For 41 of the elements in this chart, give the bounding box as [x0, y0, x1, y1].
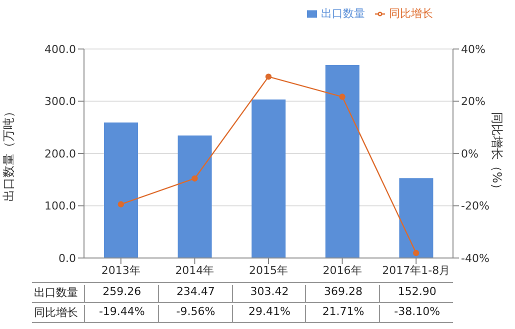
point [192, 175, 198, 182]
legend-label: 出口数量 [321, 7, 365, 20]
bar [104, 122, 138, 258]
y-tick-label: 100.0 [44, 200, 76, 213]
y2-axis-title: 同比增长（%） [490, 112, 504, 196]
y-axis-title: 出口数量（万吨） [1, 106, 16, 202]
bar [399, 178, 434, 258]
y-tick-label: 300.0 [44, 95, 76, 108]
point [118, 201, 124, 208]
data-label: 259.26 [84, 285, 159, 302]
y-tick-label: 0.0 [58, 252, 76, 265]
data-label: 234.47 [158, 285, 233, 302]
y2-tick-label: 40% [461, 42, 486, 56]
text: 同比增长 [34, 306, 78, 319]
text: 出口数量 [34, 286, 78, 299]
x-tick-label: 2015年 [249, 264, 288, 277]
bar [178, 135, 212, 258]
y-tick-label: 200.0 [44, 147, 76, 160]
y2-tick-label: -20% [461, 200, 490, 213]
point [413, 250, 420, 256]
bar [252, 99, 286, 258]
y2-tick-label: 0% [461, 147, 478, 160]
data-label: -19.44% [84, 305, 159, 322]
x-tick-label: 2014年 [175, 264, 214, 277]
y2-tick-label: -40% [461, 252, 490, 265]
x-tick-label: 2013年 [101, 264, 140, 277]
data-label: -38.10% [379, 305, 454, 322]
data-label: 152.90 [379, 285, 454, 302]
data-label: 369.28 [305, 285, 380, 302]
data-label: 21.71% [305, 305, 380, 322]
data-label: -9.56% [158, 305, 233, 322]
y2-tick-label: 20% [461, 95, 486, 108]
x-tick-label: 2017年1-8月 [382, 264, 450, 277]
legend-label: 同比增长 [389, 7, 433, 20]
data-label: 303.42 [232, 285, 306, 302]
y-tick-label: 400.0 [44, 42, 76, 56]
x-tick-label: 2016年 [322, 264, 362, 277]
point [265, 74, 272, 80]
data-label: 29.41% [232, 305, 306, 322]
point [339, 94, 346, 100]
bar [325, 65, 360, 258]
